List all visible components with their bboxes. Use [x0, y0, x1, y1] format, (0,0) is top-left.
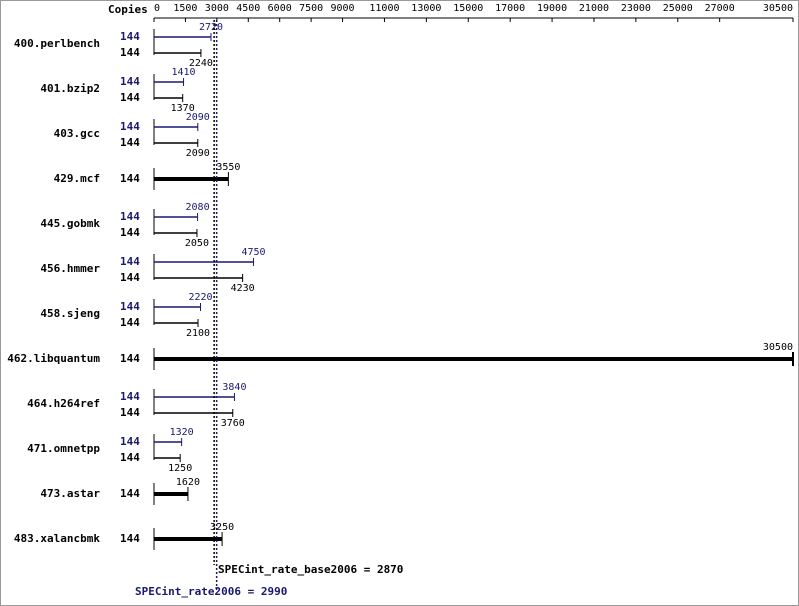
- copies-label: 144: [120, 120, 140, 133]
- x-tick-label: 25000: [663, 3, 693, 14]
- value-label: 1410: [171, 67, 195, 78]
- value-label: 3760: [221, 418, 245, 429]
- category-label: 445.gobmk: [40, 217, 100, 230]
- value-label: 30500: [763, 342, 793, 353]
- category-label: 456.hmmer: [40, 262, 100, 275]
- x-tick-label: 11000: [369, 3, 399, 14]
- x-tick-label: 6000: [268, 3, 292, 14]
- value-label: 2090: [186, 148, 210, 159]
- x-tick-label: 19000: [537, 3, 567, 14]
- value-label: 2220: [188, 292, 212, 303]
- copies-label: 144: [120, 435, 140, 448]
- value-label: 2240: [189, 58, 213, 69]
- x-tick-label: 30500: [763, 3, 793, 14]
- x-tick-label: 21000: [579, 3, 609, 14]
- copies-label: 144: [120, 210, 140, 223]
- value-label: 3840: [222, 382, 246, 393]
- x-tick-label: 9000: [331, 3, 355, 14]
- x-tick-label: 13000: [411, 3, 441, 14]
- copies-label: 144: [120, 532, 140, 545]
- value-label: 1320: [170, 427, 194, 438]
- copies-label: 144: [120, 316, 140, 329]
- value-label: 1620: [176, 477, 200, 488]
- category-label: 464.h264ref: [27, 397, 100, 410]
- copies-label: 144: [120, 271, 140, 284]
- x-tick-label: 3000: [205, 3, 229, 14]
- category-label: 403.gcc: [54, 127, 100, 140]
- value-label: 3250: [210, 522, 234, 533]
- category-label: 429.mcf: [54, 172, 100, 185]
- value-label: 4230: [231, 283, 255, 294]
- category-label: 462.libquantum: [7, 352, 100, 365]
- x-tick-label: 0: [154, 3, 160, 14]
- category-label: 401.bzip2: [40, 82, 100, 95]
- copies-label: 144: [120, 30, 140, 43]
- category-label: 483.xalancbmk: [14, 532, 100, 545]
- copies-label: 144: [120, 451, 140, 464]
- copies-label: 144: [120, 300, 140, 313]
- copies-label: 144: [120, 406, 140, 419]
- value-label: 2090: [186, 112, 210, 123]
- x-tick-label: 4500: [236, 3, 260, 14]
- copies-header: Copies: [108, 3, 148, 16]
- x-tick-label: 23000: [621, 3, 651, 14]
- copies-label: 144: [120, 75, 140, 88]
- value-label: 2100: [186, 328, 210, 339]
- x-tick-label: 17000: [495, 3, 525, 14]
- category-label: 471.omnetpp: [27, 442, 100, 455]
- summary-label: SPECint_rate2006 = 2990: [135, 585, 287, 598]
- copies-label: 144: [120, 91, 140, 104]
- value-label: 2080: [186, 202, 210, 213]
- x-tick-label: 15000: [453, 3, 483, 14]
- copies-label: 144: [120, 226, 140, 239]
- x-tick-label: 1500: [173, 3, 197, 14]
- copies-label: 144: [120, 46, 140, 59]
- value-label: 4750: [241, 247, 265, 258]
- copies-label: 144: [120, 172, 140, 185]
- summary-label: SPECint_rate_base2006 = 2870: [218, 563, 403, 576]
- value-label: 2720: [199, 22, 223, 33]
- copies-label: 144: [120, 487, 140, 500]
- value-label: 2050: [185, 238, 209, 249]
- copies-label: 144: [120, 136, 140, 149]
- category-label: 473.astar: [40, 487, 100, 500]
- copies-label: 144: [120, 390, 140, 403]
- value-label: 3550: [216, 162, 240, 173]
- category-label: 400.perlbench: [14, 37, 100, 50]
- x-tick-label: 7500: [299, 3, 323, 14]
- copies-label: 144: [120, 352, 140, 365]
- value-label: 1370: [171, 103, 195, 114]
- x-tick-label: 27000: [705, 3, 735, 14]
- category-label: 458.sjeng: [40, 307, 100, 320]
- value-label: 1250: [168, 463, 192, 474]
- copies-label: 144: [120, 255, 140, 268]
